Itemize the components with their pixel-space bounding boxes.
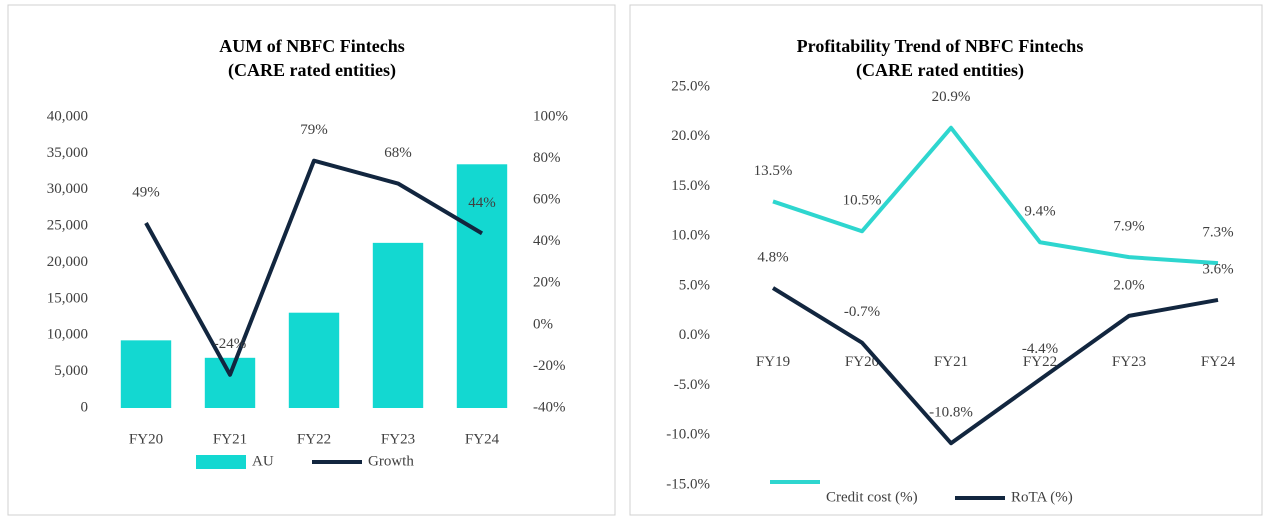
bar (204, 357, 256, 408)
x-tick-label: FY19 (756, 354, 790, 370)
data-label: 7.9% (1113, 219, 1144, 235)
series-line (144, 158, 484, 377)
y2-tick-label: 40% (533, 233, 561, 249)
y-tick-label: 0.0% (679, 327, 710, 343)
data-label: 20.9% (932, 89, 971, 105)
data-label: 79% (300, 122, 328, 138)
y-tick-label: 25.0% (671, 78, 710, 94)
y2-tick-label: 20% (533, 275, 561, 291)
chart-subtitle: (CARE rated entities) (228, 60, 396, 81)
data-label: -0.7% (844, 304, 880, 320)
legend-label: Credit cost (%) (826, 489, 918, 505)
data-label: 44% (468, 195, 496, 211)
y-tick-label: 30,000 (47, 181, 88, 197)
y-tick-label: 35,000 (47, 145, 88, 161)
y2-tick-label: -20% (533, 358, 566, 374)
y2-tick-label: 60% (533, 192, 561, 208)
y-tick-label: 20.0% (671, 128, 710, 144)
legend-swatch (196, 455, 246, 469)
series-line (771, 286, 1219, 446)
x-tick-label: FY23 (381, 431, 415, 447)
x-tick-label: FY23 (1112, 354, 1146, 370)
bar (456, 164, 508, 408)
bar (120, 340, 172, 408)
x-tick-label: FY20 (129, 431, 163, 447)
legend-label: AU (252, 453, 274, 469)
chart-title: AUM of NBFC Fintechs (219, 36, 404, 56)
data-label: 49% (132, 184, 160, 200)
bar (288, 312, 340, 408)
bar (372, 242, 424, 408)
data-label: 2.0% (1113, 277, 1144, 293)
x-tick-label: FY22 (297, 431, 331, 447)
x-tick-label: FY24 (1201, 354, 1236, 370)
y-tick-label: -15.0% (666, 476, 710, 492)
y2-tick-label: 0% (533, 316, 553, 332)
series-line (772, 125, 1219, 266)
panel-frame (629, 4, 1263, 516)
y-tick-label: 40,000 (47, 108, 88, 124)
chart-title: Profitability Trend of NBFC Fintechs (797, 36, 1084, 56)
data-label: -10.8% (929, 405, 973, 421)
data-label: -24% (214, 336, 247, 352)
y-tick-label: 0 (81, 399, 89, 415)
panel-frame (7, 4, 616, 516)
chart-subtitle: (CARE rated entities) (856, 60, 1024, 81)
y-tick-label: 10.0% (671, 228, 710, 244)
data-label: 9.4% (1024, 204, 1055, 220)
x-tick-label: FY20 (845, 354, 879, 370)
y-tick-label: 15,000 (47, 290, 88, 306)
y-tick-label: 25,000 (47, 218, 88, 234)
y-tick-label: 20,000 (47, 254, 88, 270)
data-label: 68% (384, 145, 412, 161)
y-tick-label: 15.0% (671, 178, 710, 194)
x-tick-label: FY21 (934, 354, 968, 370)
y2-tick-label: 100% (533, 108, 568, 124)
data-label: 3.6% (1202, 261, 1233, 277)
y-tick-label: -5.0% (674, 377, 710, 393)
legend-label: RoTA (%) (1011, 489, 1073, 505)
x-tick-label: FY24 (465, 431, 500, 447)
y-tick-label: 10,000 (47, 327, 88, 343)
legend-label: Growth (368, 453, 414, 469)
data-label: 4.8% (757, 249, 788, 265)
data-label: -4.4% (1022, 341, 1058, 357)
y-tick-label: 5.0% (679, 277, 710, 293)
x-tick-label: FY21 (213, 431, 247, 447)
data-label: 10.5% (843, 193, 882, 209)
x-tick-label: FY22 (1023, 354, 1057, 370)
y2-tick-label: -40% (533, 399, 566, 415)
data-label: 7.3% (1202, 225, 1233, 241)
y-tick-label: -10.0% (666, 427, 710, 443)
y2-tick-label: 80% (533, 150, 561, 166)
data-label: 13.5% (754, 163, 793, 179)
y-tick-label: 5,000 (54, 363, 88, 379)
